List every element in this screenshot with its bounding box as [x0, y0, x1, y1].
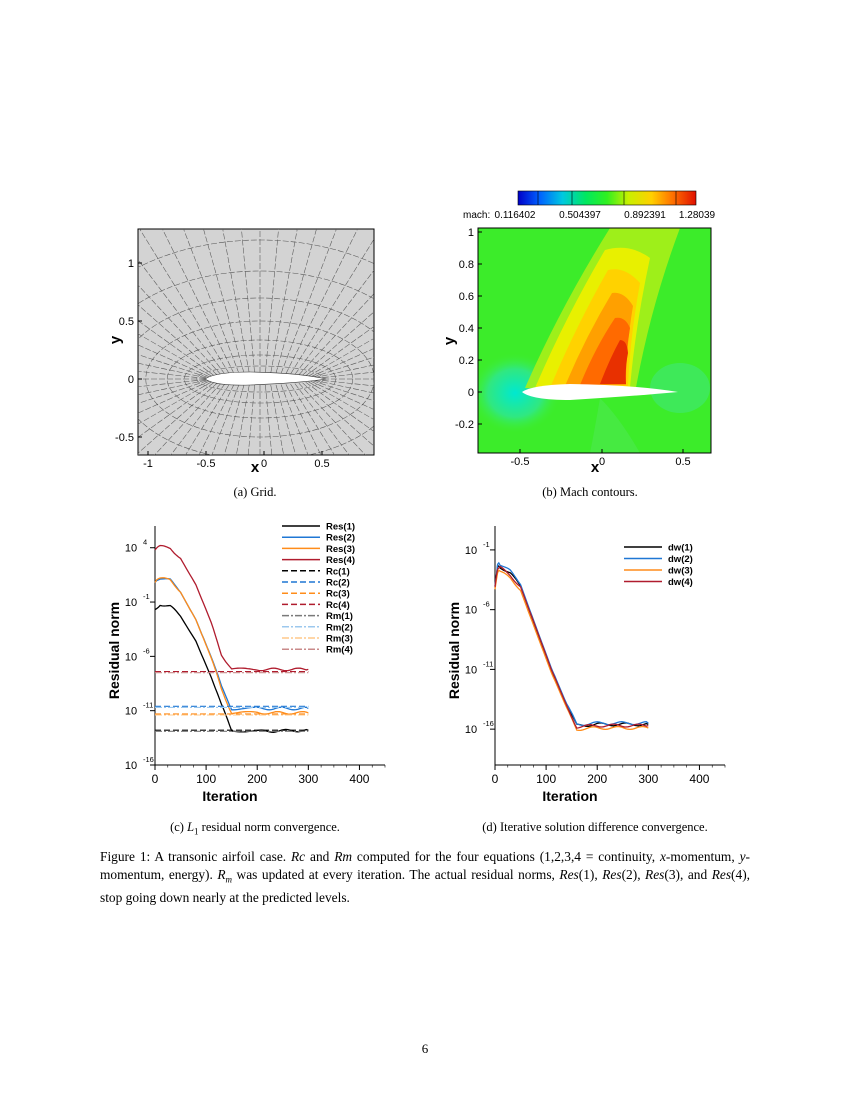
y-tick-exponent: -6: [483, 600, 490, 609]
legend-label: Rc(3): [326, 589, 350, 600]
series-line: [494, 569, 649, 732]
legend-label: dw(1): [668, 543, 693, 554]
grid-xtick-label: -0.5: [197, 458, 216, 470]
y-tick-exponent: 4: [143, 538, 147, 547]
caption-d: (d) Iterative solution difference conver…: [482, 820, 708, 834]
legend-label: Rc(1): [326, 566, 350, 577]
legend-label: Rm(4): [326, 645, 353, 656]
x-tick-label: 400: [689, 772, 709, 786]
y-tick-label: 10: [465, 664, 477, 676]
grid-xtick-label: 0: [261, 458, 267, 470]
colorbar-tick-label: 0.504397: [559, 210, 601, 221]
series-line: [494, 561, 649, 727]
y-tick-exponent: -6: [143, 646, 150, 655]
x-axis-label: Iteration: [202, 788, 257, 804]
grid-ytick-label: 0.5: [119, 316, 134, 328]
grid-xtick-label: 0.5: [314, 458, 329, 470]
colorbar-tick-label: 0.116402: [495, 210, 536, 221]
colorbar-tick-label: 1.28039: [679, 210, 716, 221]
x-tick-label: 100: [536, 772, 556, 786]
grid-ytick-label: -0.5: [115, 432, 134, 444]
caption-a: (a) Grid.: [233, 485, 277, 499]
legend-label: Rc(2): [326, 578, 350, 589]
y-tick-label: 10: [465, 605, 477, 617]
mach-ytick-label: 0: [468, 387, 474, 399]
x-tick-label: 200: [247, 772, 267, 786]
grid-ylabel: y: [107, 335, 124, 344]
legend-label: dw(4): [668, 577, 693, 588]
legend-label: Rc(4): [326, 600, 350, 611]
legend-label: Res(3): [326, 544, 355, 555]
x-tick-label: 400: [349, 772, 369, 786]
mach-xtick-label: -0.5: [511, 456, 530, 468]
y-tick-label: 10: [465, 724, 477, 736]
mach-xtick-label: 0.5: [675, 456, 690, 468]
mach-ytick-label: 0.4: [459, 323, 474, 335]
legend-label: Rm(2): [326, 622, 353, 633]
series-line: [154, 544, 309, 672]
x-tick-label: 0: [152, 772, 159, 786]
series-line: [154, 577, 309, 715]
airfoil-shape: [204, 371, 327, 386]
y-tick-label: 10: [125, 706, 137, 718]
mach-ytick-label: 0.6: [459, 291, 474, 303]
grid-ytick-label: 0: [128, 374, 134, 386]
y-tick-exponent: -16: [143, 755, 154, 764]
x-axis-label: Iteration: [542, 788, 597, 804]
y-axis-label: Residual norm: [446, 602, 462, 699]
y-tick-exponent: -11: [483, 659, 493, 668]
mach-ylabel: y: [441, 336, 458, 345]
legend-label: dw(3): [668, 566, 693, 577]
y-tick-label: 10: [465, 545, 477, 557]
legend-label: Res(4): [326, 555, 355, 566]
residual-norm-chart: 0 100 200 300 400 10 4 10 -1 10 -6 10 -11 10 -16 Iterat…: [106, 522, 386, 804]
mach-ytick-label: 1: [468, 227, 474, 239]
grid-xtick-label: -1: [143, 458, 153, 470]
grid-plot-area: [137, 228, 375, 456]
x-tick-label: 200: [587, 772, 607, 786]
colorbar-tick-label: 0.892391: [624, 210, 666, 221]
y-tick-exponent: -1: [143, 592, 150, 601]
caption-b: (b) Mach contours.: [542, 485, 638, 499]
legend-label: Rm(1): [326, 611, 353, 622]
figure-caption: Figure 1: A transonic airfoil case. Rc a…: [100, 849, 751, 905]
y-tick-exponent: -16: [483, 719, 494, 728]
y-tick-exponent: -1: [483, 540, 490, 549]
y-tick-label: 10: [125, 543, 137, 555]
caption-c: (c) L1 residual norm convergence.: [170, 820, 340, 837]
x-tick-label: 0: [492, 772, 499, 786]
series-line: [154, 577, 309, 711]
page-number: 6: [421, 1041, 429, 1056]
y-tick-exponent: -11: [143, 701, 153, 710]
mach-ytick-label: 0.2: [459, 355, 474, 367]
series-line: [494, 564, 649, 727]
grid-ytick-label: 1: [128, 258, 134, 270]
y-axis-label: Residual norm: [106, 602, 122, 699]
y-tick-label: 10: [125, 651, 137, 663]
mach-plot: mach: 0.116402 0.504397 0.892391 1.28039 -0…: [441, 190, 716, 476]
solution-difference-chart: 0 100 200 300 400 10 -1 10 -6 10 -11 10 -16 Iteration…: [446, 526, 726, 804]
mach-colorbar: [517, 190, 697, 206]
mach-ytick-label: -0.2: [455, 419, 474, 431]
legend-label: Res(1): [326, 522, 355, 533]
series-line: [494, 565, 649, 729]
grid-xlabel: x: [251, 459, 260, 476]
x-tick-label: 300: [298, 772, 318, 786]
mach-ytick-label: 0.8: [459, 259, 474, 271]
mach-colorbar-label: mach:: [463, 210, 490, 221]
x-tick-label: 100: [196, 772, 216, 786]
legend-label: Rm(3): [326, 634, 353, 645]
grid-plot: -1 -0.5 0 0.5 1 0.5 0 -0.5 x y: [107, 228, 375, 476]
mach-xtick-label: 0: [599, 456, 605, 468]
legend-label: dw(2): [668, 554, 693, 565]
mach-airfoil-shape: [522, 384, 678, 400]
mach-xlabel: x: [591, 459, 600, 476]
x-tick-label: 300: [638, 772, 658, 786]
y-tick-label: 10: [125, 597, 137, 609]
legend-label: Res(2): [326, 533, 355, 544]
y-tick-label: 10: [125, 760, 137, 772]
